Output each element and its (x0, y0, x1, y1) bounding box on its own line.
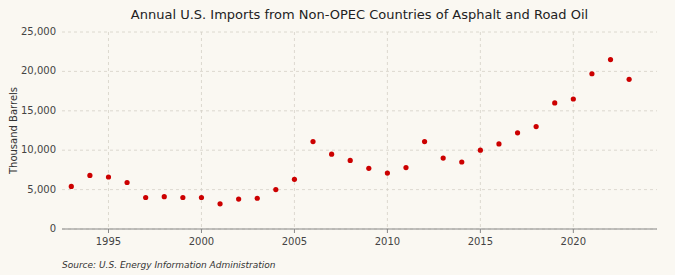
title: Annual U.S. Imports from Non-OPEC Countr… (131, 7, 588, 22)
point (496, 141, 501, 146)
x-tick-label: 2005 (282, 236, 307, 247)
point (571, 96, 576, 101)
chart: 0 5,000 10,000 15,000 20,000 25,000 1995 2000 20… (0, 0, 675, 275)
x-tick-label: 2000 (189, 236, 214, 247)
point (552, 100, 557, 105)
x-tick (294, 229, 295, 233)
point (515, 130, 520, 135)
x-tick-label: 1995 (96, 236, 121, 247)
point (441, 155, 446, 160)
point (162, 194, 167, 199)
y-tick-label: 20,000 (21, 65, 56, 76)
x-tick (201, 229, 202, 233)
x-tick (387, 229, 388, 233)
point (199, 195, 204, 200)
y-axis-label: Thousand Barrels (8, 87, 19, 175)
x-tick (108, 229, 109, 233)
x-grid-line (294, 32, 295, 229)
points (69, 57, 632, 206)
x-axis-line (62, 229, 657, 230)
point (255, 196, 260, 201)
y-grid-line (62, 189, 657, 190)
point (180, 195, 185, 200)
x-grid-line (480, 32, 481, 229)
point (385, 170, 390, 175)
x-tick-label: 2015 (468, 236, 493, 247)
point (366, 166, 371, 171)
y-grid-line (62, 32, 657, 33)
y-tick-label: 15,000 (21, 105, 56, 116)
y-tick-label: 10,000 (21, 144, 56, 155)
point (329, 152, 334, 157)
y-grid-line (62, 150, 657, 151)
source-note: Source: U.S. Energy Information Administ… (62, 260, 276, 270)
point (143, 195, 148, 200)
x-grid-line (108, 32, 109, 229)
x-tick-label: 2010 (375, 236, 400, 247)
y-grid-line (62, 71, 657, 72)
point (310, 139, 315, 144)
point (273, 187, 278, 192)
point (608, 57, 613, 62)
point (627, 77, 632, 82)
grid (62, 32, 657, 229)
y-grid-line (62, 110, 657, 111)
background (0, 0, 675, 275)
axes: 0 5,000 10,000 15,000 20,000 25,000 1995 2000 20… (21, 26, 657, 247)
point (69, 184, 74, 189)
point (403, 165, 408, 170)
x-grid-line (573, 32, 574, 229)
x-tick (480, 229, 481, 233)
point (124, 180, 129, 185)
y-grid-line (62, 229, 657, 230)
x-tick-label: 2020 (561, 236, 586, 247)
point (217, 201, 222, 206)
y-tick-label: 5,000 (27, 184, 56, 195)
point (478, 148, 483, 153)
point (422, 139, 427, 144)
point (236, 196, 241, 201)
x-grid-line (387, 32, 388, 229)
point (348, 158, 353, 163)
y-tick-label: 25,000 (21, 26, 56, 37)
point (87, 173, 92, 178)
point (459, 159, 464, 164)
point (589, 71, 594, 76)
x-tick (573, 229, 574, 233)
point (292, 177, 297, 182)
point (534, 124, 539, 129)
point (106, 174, 111, 179)
y-tick-label: 0 (50, 223, 56, 234)
